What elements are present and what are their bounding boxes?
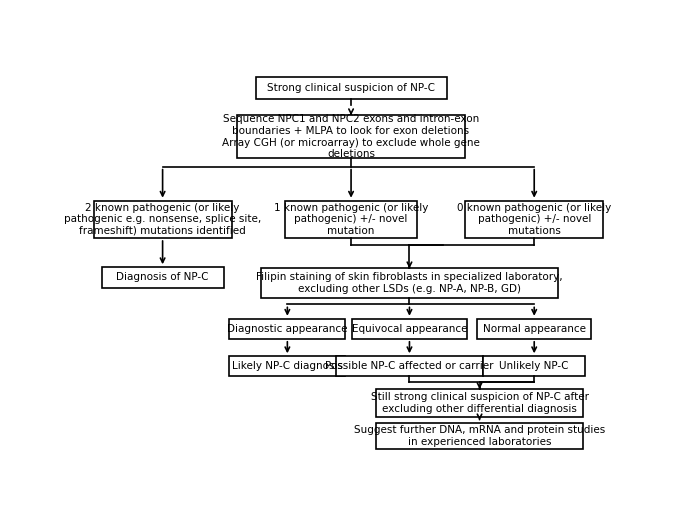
- FancyBboxPatch shape: [101, 267, 223, 288]
- FancyBboxPatch shape: [94, 201, 232, 238]
- Text: Strong clinical suspicion of NP-C: Strong clinical suspicion of NP-C: [267, 83, 435, 93]
- FancyBboxPatch shape: [285, 201, 417, 238]
- FancyBboxPatch shape: [376, 389, 583, 417]
- Text: 2 known pathogenic (or likely
pathogenic e.g. nonsense, splice site,
frameshift): 2 known pathogenic (or likely pathogenic…: [64, 203, 261, 236]
- Text: 1 known pathogenic (or likely
pathogenic) +/- novel
mutation: 1 known pathogenic (or likely pathogenic…: [274, 203, 428, 236]
- FancyBboxPatch shape: [229, 356, 345, 376]
- Text: Unlikely NP-C: Unlikely NP-C: [499, 361, 569, 372]
- FancyBboxPatch shape: [237, 116, 465, 158]
- Text: Suggest further DNA, mRNA and protein studies
in experienced laboratories: Suggest further DNA, mRNA and protein st…: [354, 425, 605, 447]
- Text: Normal appearance: Normal appearance: [483, 324, 586, 334]
- Text: Likely NP-C diagnosis: Likely NP-C diagnosis: [232, 361, 343, 372]
- FancyBboxPatch shape: [483, 356, 586, 376]
- Text: Possible NP-C affected or carrier: Possible NP-C affected or carrier: [325, 361, 494, 372]
- FancyBboxPatch shape: [477, 319, 591, 339]
- FancyBboxPatch shape: [336, 356, 483, 376]
- FancyBboxPatch shape: [229, 319, 345, 339]
- Text: Filipin staining of skin fibroblasts in specialized laboratory,
excluding other : Filipin staining of skin fibroblasts in …: [256, 272, 563, 294]
- FancyBboxPatch shape: [256, 77, 447, 99]
- Text: Diagnosis of NP-C: Diagnosis of NP-C: [116, 272, 209, 282]
- Text: Equivocal appearance: Equivocal appearance: [351, 324, 467, 334]
- FancyBboxPatch shape: [261, 268, 558, 298]
- FancyBboxPatch shape: [465, 201, 603, 238]
- Text: Diagnostic appearance: Diagnostic appearance: [227, 324, 347, 334]
- Text: Sequence NPC1 and NPC2 exons and intron-exon
boundaries + MLPA to look for exon : Sequence NPC1 and NPC2 exons and intron-…: [222, 115, 480, 159]
- Text: Still strong clinical suspicion of NP-C after
excluding other differential diagn: Still strong clinical suspicion of NP-C …: [371, 392, 588, 414]
- FancyBboxPatch shape: [351, 319, 467, 339]
- FancyBboxPatch shape: [376, 423, 583, 449]
- Text: 0 known pathogenic (or likely
pathogenic) +/- novel
mutations: 0 known pathogenic (or likely pathogenic…: [457, 203, 611, 236]
